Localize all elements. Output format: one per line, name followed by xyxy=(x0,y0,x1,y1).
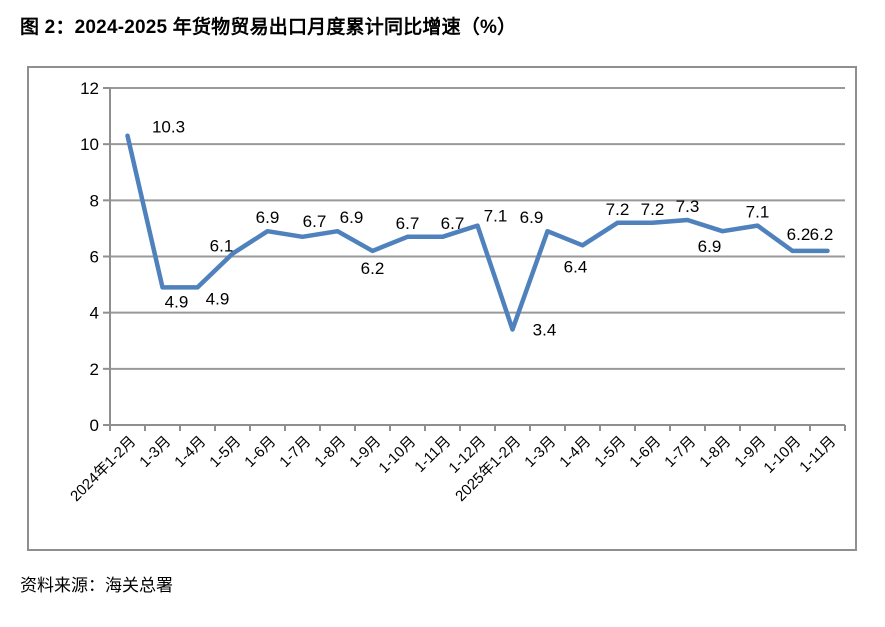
data-point-label: 6.2 xyxy=(787,225,811,244)
y-axis-label: 12 xyxy=(80,79,99,98)
data-point-label: 4.9 xyxy=(165,292,189,311)
data-point-label: 10.3 xyxy=(152,118,185,137)
y-axis-label: 0 xyxy=(90,416,99,435)
data-point-label: 6.7 xyxy=(396,214,420,233)
x-axis-label: 1-11月 xyxy=(411,433,454,476)
x-axis-label: 1-6月 xyxy=(626,433,664,471)
x-axis-label: 1-3月 xyxy=(521,433,559,471)
y-axis-label: 4 xyxy=(90,304,99,323)
x-axis-label: 1-4月 xyxy=(556,433,594,471)
line-chart: 0246810122024年1-2月1-3月1-4月1-5月1-6月1-7月1-… xyxy=(67,79,846,505)
x-axis-label: 1-4月 xyxy=(171,433,209,471)
data-point-label: 7.2 xyxy=(641,200,665,219)
data-point-label: 7.1 xyxy=(746,203,770,222)
x-axis-label: 1-8月 xyxy=(696,433,734,471)
x-axis-label: 2024年1-2月 xyxy=(67,433,139,505)
data-point-label: 6.7 xyxy=(303,212,327,231)
data-point-label: 6.9 xyxy=(698,237,722,256)
data-point-label: 3.4 xyxy=(533,321,557,340)
data-point-label: 7.1 xyxy=(484,207,508,226)
x-axis-label: 1-10月 xyxy=(760,433,804,477)
data-point-label: 6.9 xyxy=(340,208,364,227)
data-point-label: 6.1 xyxy=(210,237,234,256)
source-note: 资料来源：海关总署 xyxy=(20,576,173,595)
y-axis-label: 10 xyxy=(80,135,99,154)
x-axis-label: 1-7月 xyxy=(276,433,314,471)
x-axis-label: 1-6月 xyxy=(241,433,279,471)
series-line xyxy=(125,133,830,332)
chart-frame: 0 2 4 6 8 10 12 2024年1-2月 1-3月 1-4月 1-5月 1-6月 1-7月 1-… xyxy=(27,66,857,551)
y-axis-label: 2 xyxy=(90,360,99,379)
data-point-label: 6.7 xyxy=(441,214,465,233)
x-axis-label: 1-11月 xyxy=(796,433,839,476)
x-axis-label: 1-10月 xyxy=(375,433,419,477)
x-axis-label: 1-5月 xyxy=(206,433,244,471)
data-point-label: 6.2 xyxy=(810,225,834,244)
data-point-label: 7.2 xyxy=(606,200,630,219)
chart-title: 图 2：2024-2025 年货物贸易出口月度累计同比增速（%） xyxy=(20,17,517,38)
data-point-label: 6.4 xyxy=(564,257,588,276)
data-point-label: 4.9 xyxy=(206,289,230,308)
x-axis-label: 1-7月 xyxy=(661,433,699,471)
y-axis-label: 8 xyxy=(90,191,99,210)
y-axis-label: 6 xyxy=(90,248,99,267)
data-point-label: 6.9 xyxy=(256,208,280,227)
x-axis-label: 1-3月 xyxy=(136,433,174,471)
x-axis-label: 1-8月 xyxy=(311,433,349,471)
data-point-label: 6.2 xyxy=(361,259,385,278)
data-point-label: 6.9 xyxy=(520,208,544,227)
x-axis-label: 1-5月 xyxy=(591,433,629,471)
data-point-label: 7.3 xyxy=(676,197,700,216)
